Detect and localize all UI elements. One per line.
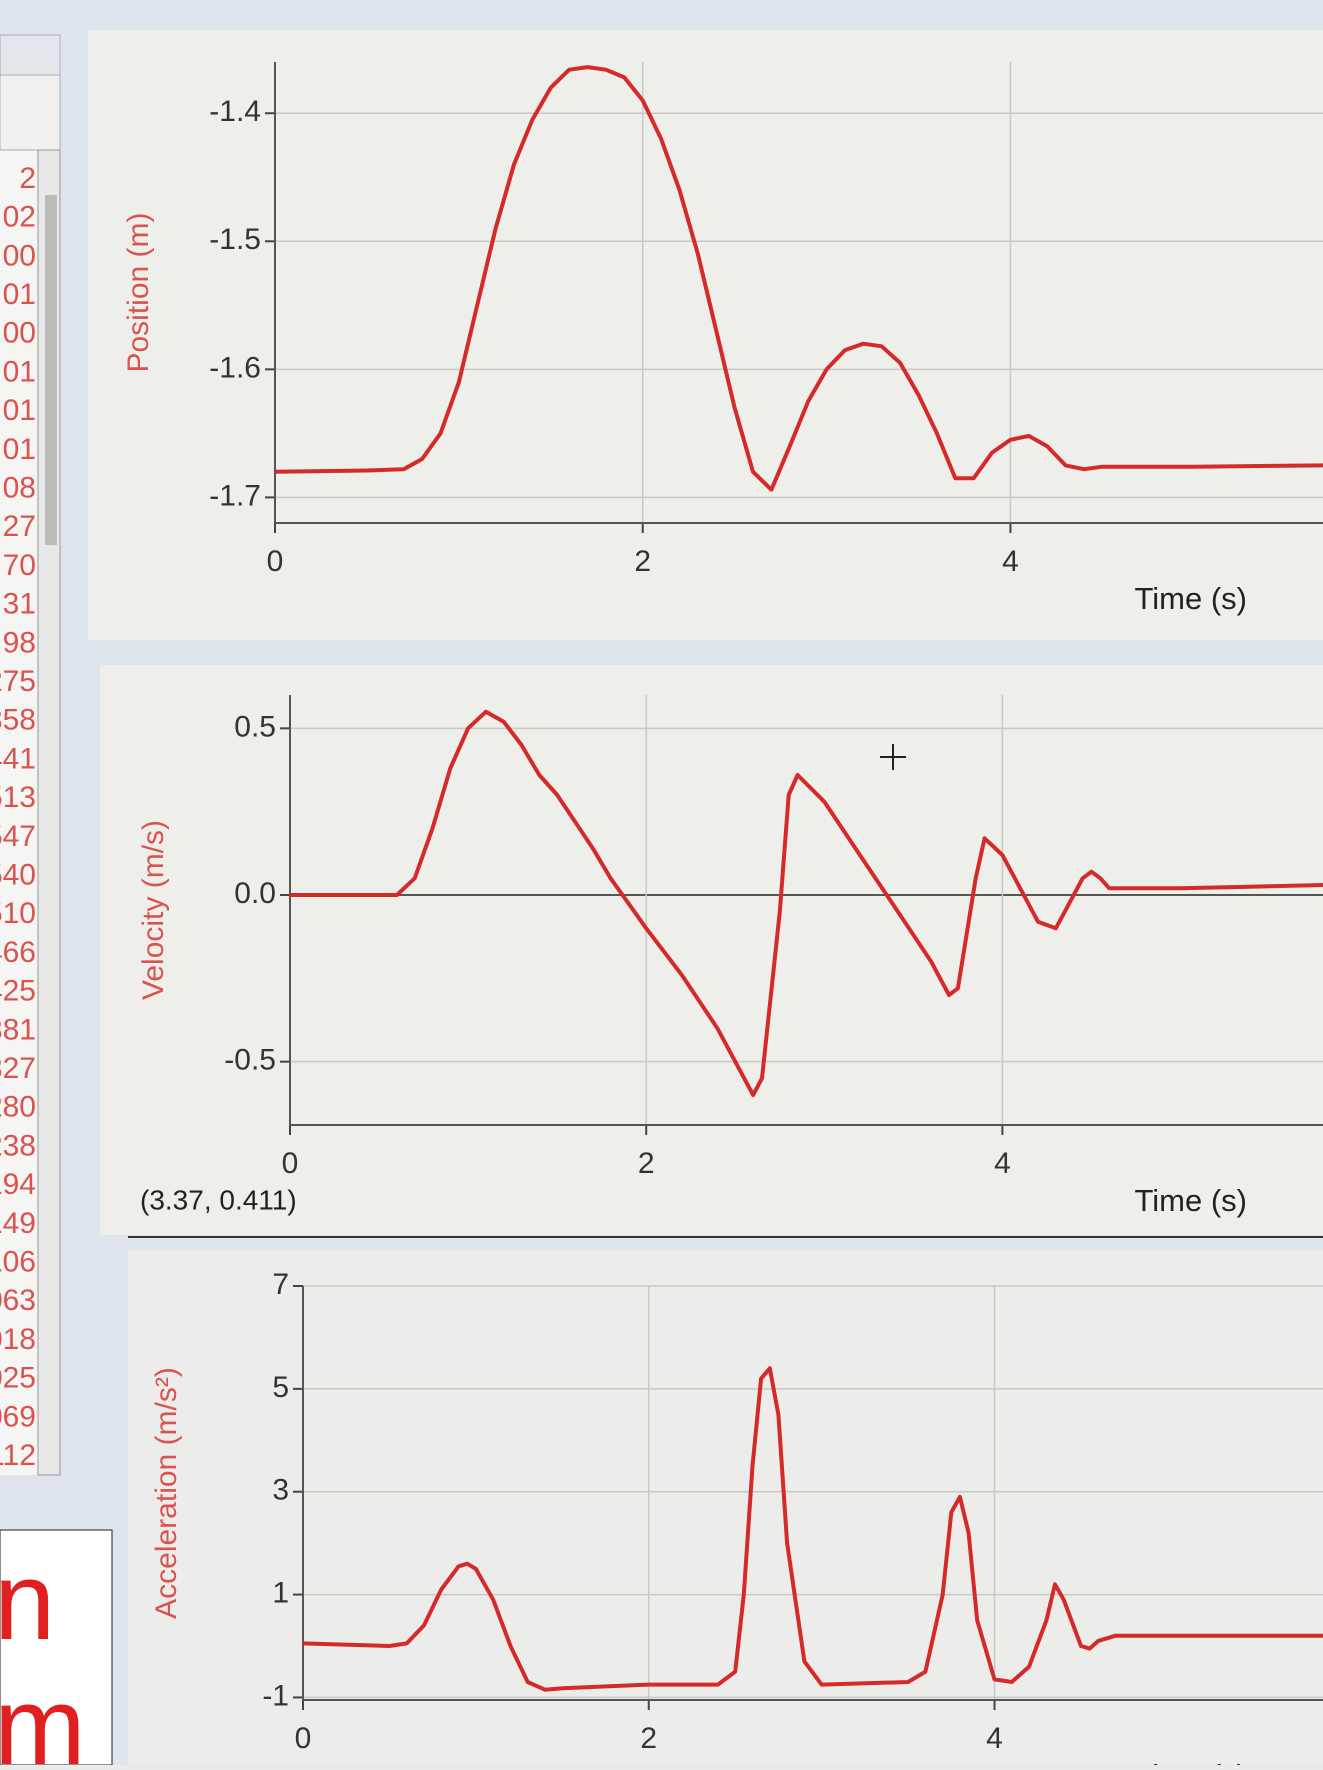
table-cell: 00: [3, 317, 36, 350]
x-tick-label: 0: [295, 1722, 312, 1755]
y-tick-label: 3: [272, 1474, 289, 1507]
y-tick-label: 0.0: [234, 877, 276, 910]
x-tick-label: 4: [1002, 545, 1019, 578]
cursor-readout: (3.37, 0.411): [140, 1184, 297, 1215]
table-cell: 00: [3, 239, 36, 272]
table-cell: 275: [0, 665, 36, 698]
table-cell: 069: [0, 1400, 36, 1433]
table-cell: 025: [0, 1362, 36, 1395]
table-cell: 018: [0, 1323, 36, 1356]
table-cell: 327: [0, 1052, 36, 1085]
table-cell: 149: [0, 1207, 36, 1240]
table-cell: 112: [0, 1439, 36, 1472]
y-tick-label: -0.5: [224, 1044, 276, 1077]
y-axis-title: Acceleration (m/s²): [150, 1367, 183, 1619]
table-cell: 01: [3, 278, 36, 311]
table-cell: 70: [3, 549, 36, 582]
y-axis-title: Position (m): [122, 212, 155, 372]
table-cell: 31: [3, 588, 36, 621]
screen: 2020001000101010827703198275358441513547…: [0, 0, 1323, 1765]
x-axis-title: Time (s): [1135, 1183, 1248, 1218]
table-header-row: [0, 75, 60, 150]
table-cell: 280: [0, 1091, 36, 1124]
x-tick-label: 2: [638, 1147, 655, 1180]
table-cell: 358: [0, 704, 36, 737]
table-cell: 510: [0, 897, 36, 930]
x-axis-title: Time (s): [1135, 1758, 1248, 1765]
x-tick-label: 4: [986, 1722, 1003, 1755]
table-cell: 466: [0, 936, 36, 969]
x-tick-label: 0: [267, 545, 284, 578]
table-cell: 540: [0, 859, 36, 892]
table-cell: 27: [3, 510, 36, 543]
page: 2020001000101010827703198275358441513547…: [0, 0, 1323, 1765]
table-cell: 238: [0, 1129, 36, 1162]
y-axis-title: Velocity (m/s): [137, 820, 170, 1000]
table-cell: 513: [0, 781, 36, 814]
table-cell: 2: [19, 162, 36, 195]
table-cell: 106: [0, 1246, 36, 1279]
table-cell: 425: [0, 975, 36, 1008]
table-cell: 01: [3, 394, 36, 427]
table-cell: 547: [0, 820, 36, 853]
table-cell: 381: [0, 1013, 36, 1046]
y-tick-label: 0.5: [234, 710, 276, 743]
table-cell: 441: [0, 742, 36, 775]
table-cell: 063: [0, 1284, 36, 1317]
table-header: [0, 35, 60, 75]
y-tick-label: -1.7: [209, 479, 261, 512]
y-tick-label: 5: [272, 1371, 289, 1404]
table-cell: 194: [0, 1168, 36, 1201]
x-tick-label: 4: [994, 1147, 1011, 1180]
y-tick-label: -1.4: [209, 95, 261, 128]
table-cell: 08: [3, 472, 36, 505]
side-letter: m: [0, 1665, 86, 1765]
y-tick-label: -1.5: [209, 223, 261, 256]
y-tick-label: -1: [262, 1679, 289, 1712]
x-tick-label: 2: [634, 545, 651, 578]
table-cell: 01: [3, 433, 36, 466]
x-tick-label: 2: [640, 1722, 657, 1755]
x-tick-label: 0: [282, 1147, 299, 1180]
y-tick-label: 7: [272, 1268, 289, 1301]
table-cell: 01: [3, 355, 36, 388]
y-tick-label: -1.6: [209, 351, 261, 384]
x-axis-title: Time (s): [1135, 581, 1248, 616]
side-letter: n: [0, 1540, 55, 1663]
table-cell: 02: [3, 201, 36, 234]
y-tick-label: 1: [272, 1576, 289, 1609]
panel-acceleration: [128, 1250, 1323, 1765]
table-cell: 98: [3, 626, 36, 659]
scroll-thumb[interactable]: [45, 195, 57, 545]
